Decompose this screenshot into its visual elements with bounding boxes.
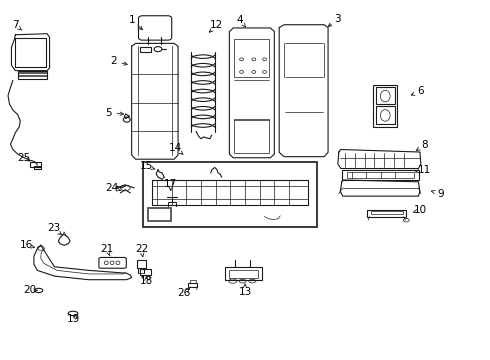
Bar [371,211,403,214]
Text: 13: 13 [238,287,252,297]
Text: 19: 19 [66,314,80,324]
Text: 26: 26 [177,288,191,298]
Bar [147,207,171,221]
Bar [373,85,397,127]
Bar [346,172,414,178]
Bar [140,269,151,275]
Bar [376,107,394,125]
Text: 5: 5 [105,108,112,118]
Bar [188,283,197,287]
Text: 23: 23 [47,224,60,233]
Text: 7: 7 [12,20,19,30]
Text: 11: 11 [418,165,431,175]
Text: 4: 4 [237,15,244,26]
Text: 21: 21 [100,244,114,254]
Bar [137,260,147,268]
Bar [144,162,317,227]
Text: 2: 2 [110,56,117,66]
Text: 15: 15 [140,161,153,171]
Bar [234,120,270,153]
Bar [30,162,41,167]
Text: 8: 8 [421,140,428,150]
Text: 14: 14 [169,143,182,153]
Bar [229,270,258,278]
Text: 17: 17 [164,179,177,189]
Text: 20: 20 [24,285,37,296]
Text: 25: 25 [18,153,31,163]
Bar [376,87,394,104]
Text: 9: 9 [437,189,444,199]
Text: 24: 24 [105,183,119,193]
Text: 22: 22 [135,244,148,254]
Text: 3: 3 [335,14,341,24]
Bar [141,46,151,51]
Bar [18,71,47,79]
Text: 6: 6 [417,86,424,96]
Text: 16: 16 [20,240,33,250]
Text: 18: 18 [140,276,153,286]
Text: 1: 1 [128,15,135,26]
Bar [225,267,262,280]
Bar [367,210,406,217]
Bar [234,39,270,77]
Bar [342,170,419,180]
Text: 12: 12 [210,20,223,30]
Bar [34,166,41,169]
Bar [190,280,196,283]
Bar [148,208,170,220]
Text: 10: 10 [414,206,426,216]
